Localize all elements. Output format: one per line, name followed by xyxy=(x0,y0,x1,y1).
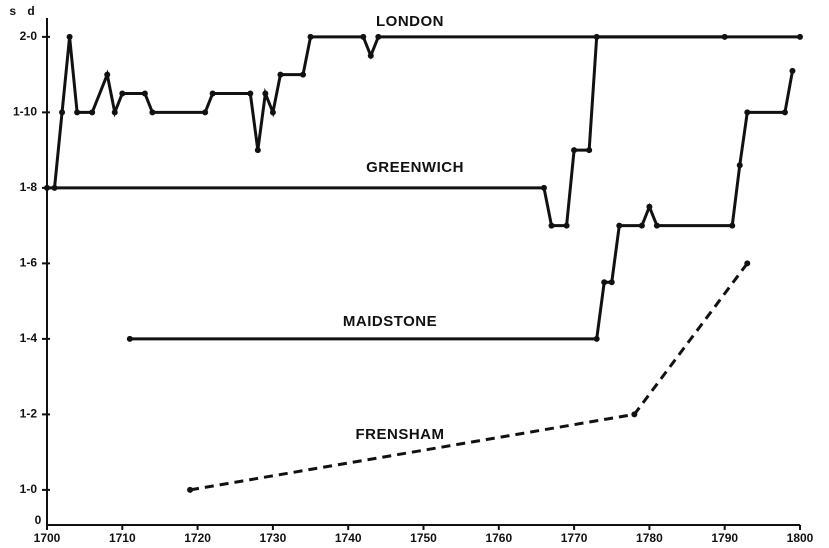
data-point xyxy=(59,109,66,116)
x-tick-label: 1730 xyxy=(260,531,287,545)
data-point xyxy=(744,109,751,116)
series-label: LONDON xyxy=(376,13,444,30)
data-point xyxy=(608,279,615,286)
origin-label: 0 xyxy=(35,513,42,527)
data-point xyxy=(593,335,600,342)
data-point xyxy=(44,184,50,191)
data-point xyxy=(269,109,276,116)
data-point xyxy=(66,33,73,40)
x-tick-label: 1770 xyxy=(561,531,588,545)
series-line xyxy=(189,262,749,492)
data-point xyxy=(277,71,284,78)
data-point xyxy=(721,33,728,40)
y-tick-label: 1-6 xyxy=(20,256,38,270)
data-point xyxy=(571,147,578,154)
series-label: GREENWICH xyxy=(366,159,464,176)
x-tick-label: 1790 xyxy=(711,531,738,545)
data-point xyxy=(736,162,743,169)
series-label: MAIDSTONE xyxy=(343,313,437,330)
data-point xyxy=(307,33,314,40)
data-point xyxy=(74,109,81,116)
x-tick-label: 1710 xyxy=(109,531,136,545)
data-point xyxy=(367,52,374,59)
y-tick-label: 1-10 xyxy=(13,105,37,119)
data-point xyxy=(744,260,751,267)
data-point xyxy=(141,90,148,97)
series-label: FRENSHAM xyxy=(356,426,445,443)
data-point xyxy=(119,90,126,97)
data-point xyxy=(646,203,653,210)
x-tick-label: 1750 xyxy=(410,531,437,545)
data-point xyxy=(586,147,593,154)
data-point xyxy=(209,90,216,97)
series-line xyxy=(129,70,794,341)
data-point xyxy=(187,486,194,493)
data-point xyxy=(638,222,645,229)
data-point xyxy=(247,90,254,97)
data-point xyxy=(126,335,133,342)
data-point xyxy=(781,109,788,116)
data-point xyxy=(89,109,96,116)
data-point xyxy=(616,222,623,229)
data-point xyxy=(729,222,736,229)
series-line xyxy=(47,35,725,228)
x-tick-label: 1760 xyxy=(485,531,512,545)
data-point xyxy=(111,109,118,116)
data-point xyxy=(202,109,209,116)
data-point xyxy=(149,109,156,116)
y-tick-label: 1-0 xyxy=(20,482,38,496)
data-point xyxy=(789,67,796,74)
y-tick-label: 1-2 xyxy=(20,407,38,421)
data-point xyxy=(375,33,382,40)
data-point xyxy=(262,90,269,97)
data-point xyxy=(593,33,600,40)
x-tick-label: 1780 xyxy=(636,531,663,545)
y-tick-label: 1-4 xyxy=(20,331,38,345)
y-tick-label: 1-8 xyxy=(20,180,38,194)
data-point xyxy=(104,71,111,78)
x-tick-label: 1740 xyxy=(335,531,362,545)
data-point xyxy=(300,71,307,78)
data-point xyxy=(360,33,367,40)
data-point xyxy=(653,222,660,229)
data-point xyxy=(631,411,638,418)
data-point xyxy=(797,33,803,40)
data-point xyxy=(601,279,608,286)
data-point xyxy=(540,184,547,191)
y-axis-label: s d xyxy=(9,4,34,18)
data-point xyxy=(548,222,555,229)
data-point xyxy=(254,147,261,154)
x-tick-label: 1720 xyxy=(184,531,211,545)
y-tick-label: 2-0 xyxy=(20,29,38,43)
x-tick-label: 1800 xyxy=(787,531,814,545)
x-tick-label: 1700 xyxy=(34,531,61,545)
data-point xyxy=(563,222,570,229)
